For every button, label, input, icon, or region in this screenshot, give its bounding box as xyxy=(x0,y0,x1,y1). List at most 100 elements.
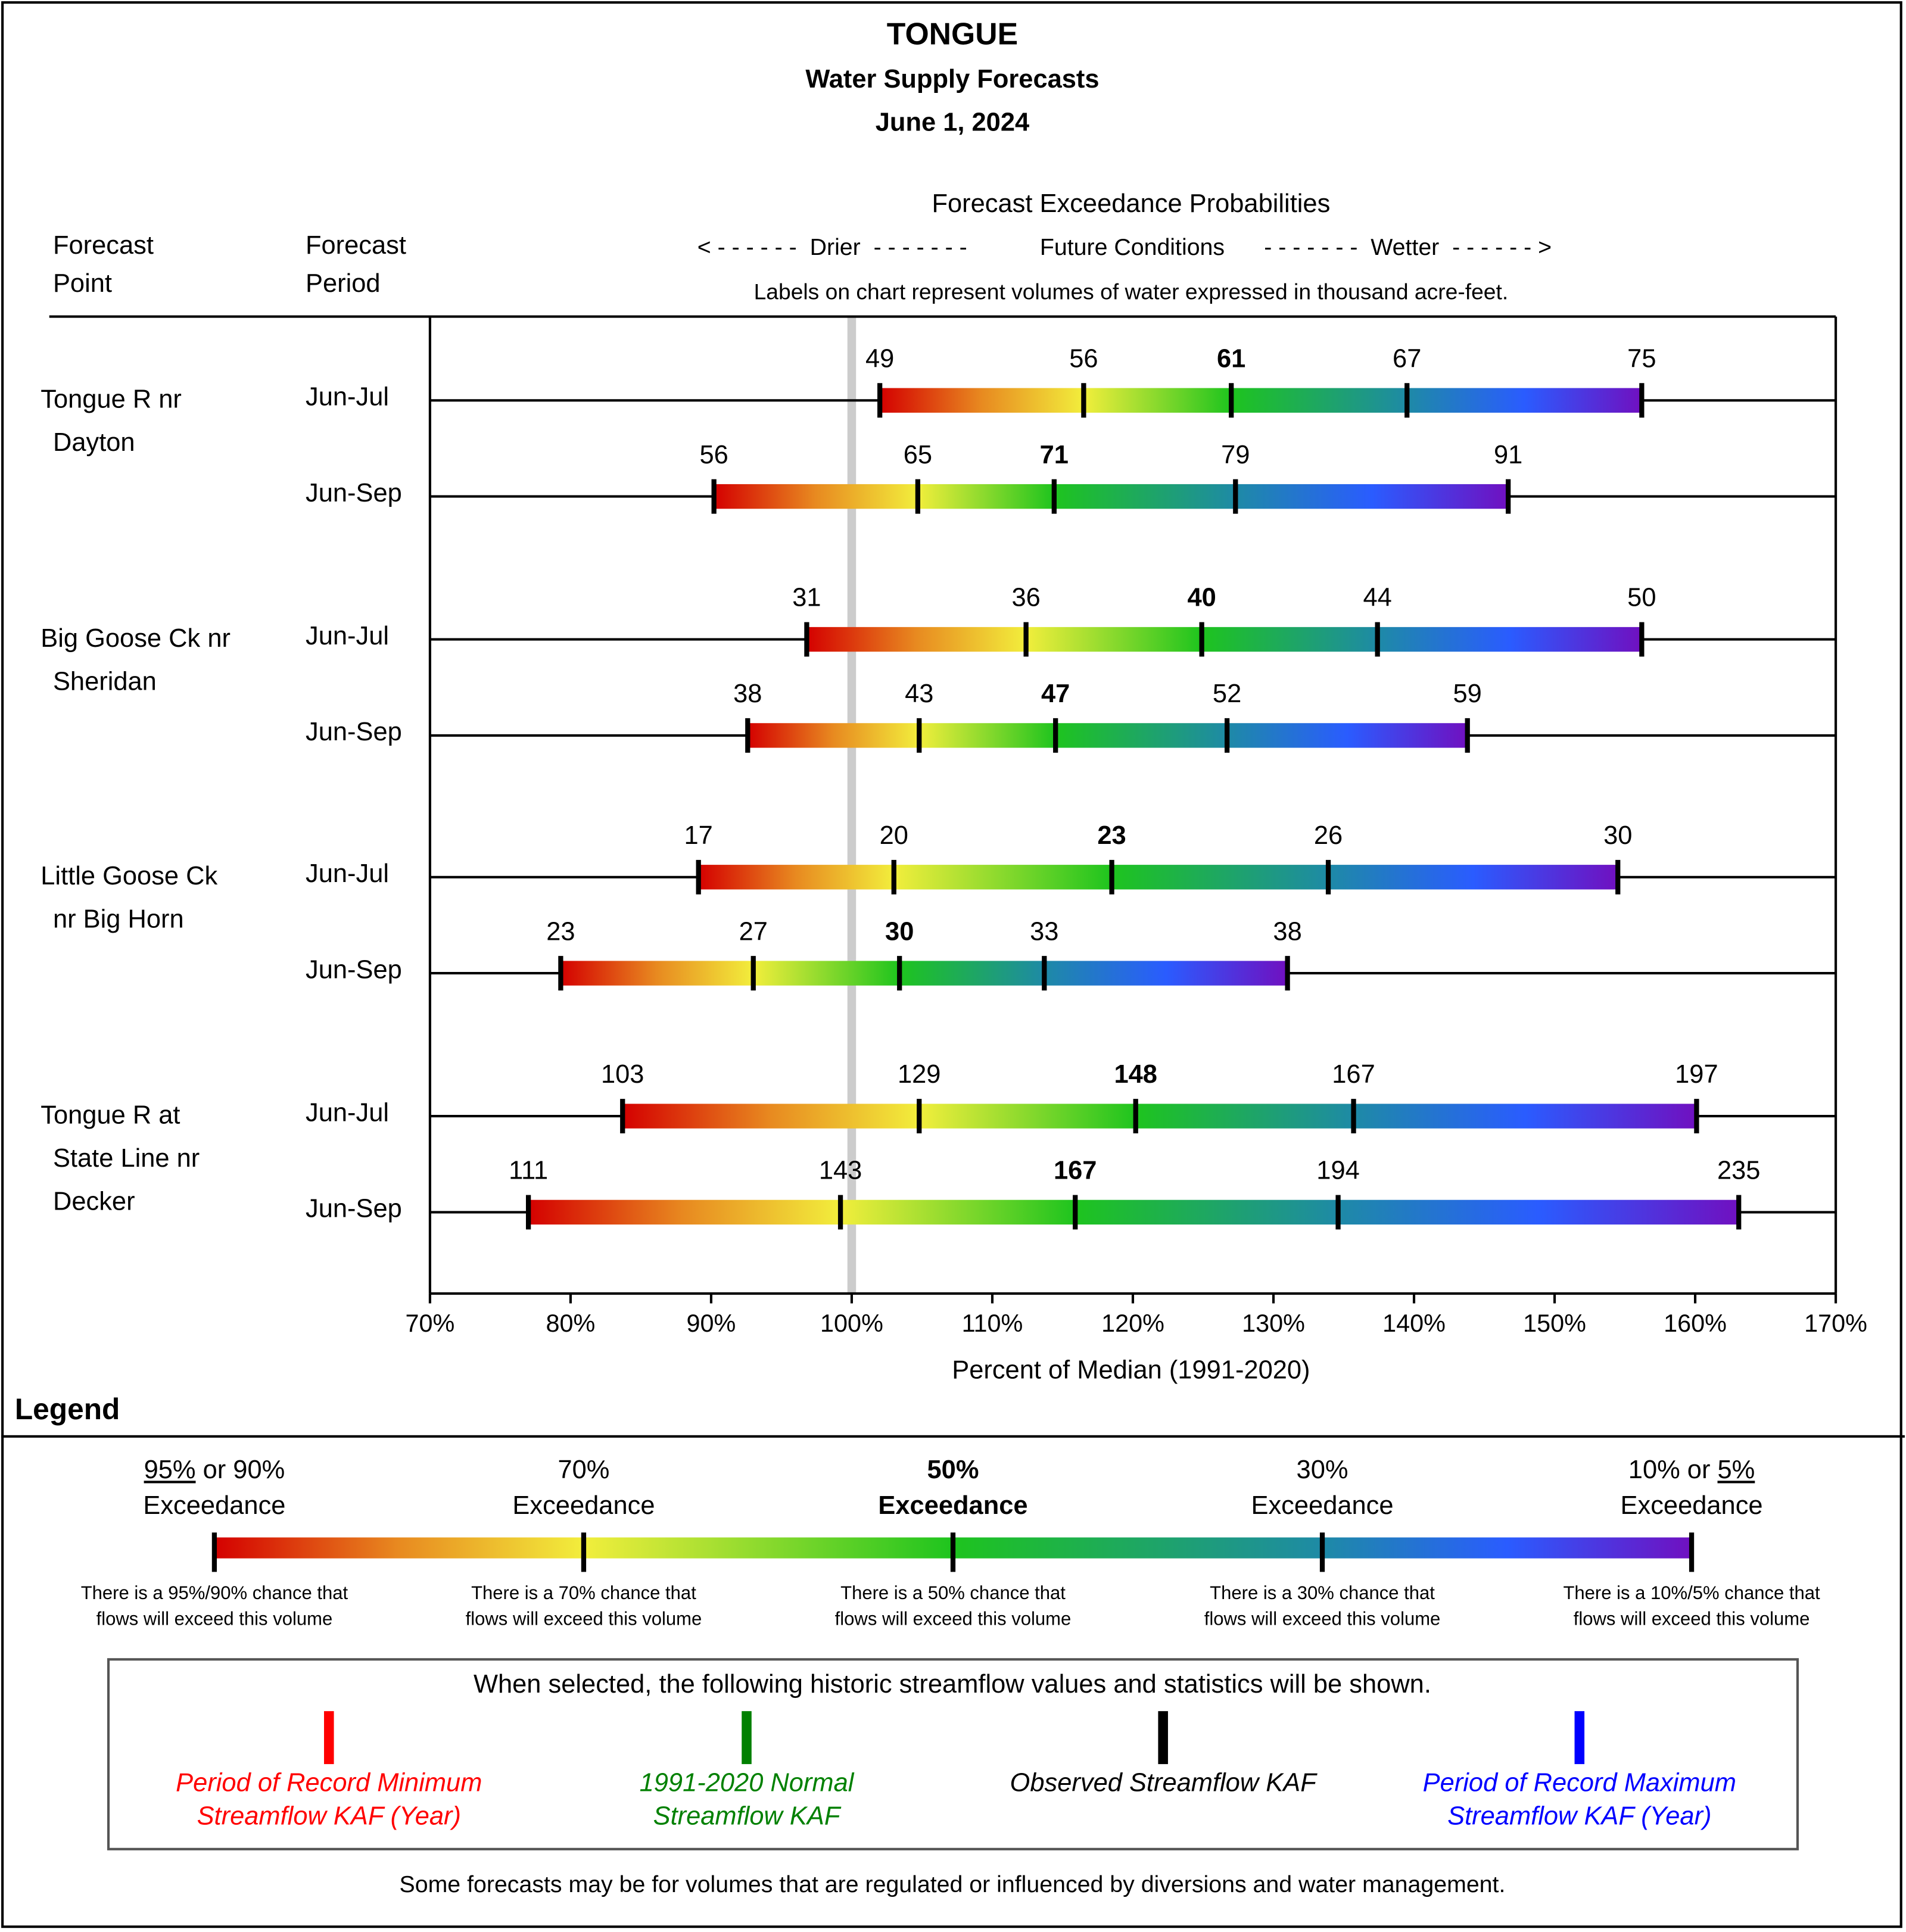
volume-label: 56 xyxy=(1069,345,1098,373)
volume-label: 143 xyxy=(818,1157,862,1185)
x-tick-label: 110% xyxy=(961,1310,1023,1338)
volume-label: 44 xyxy=(1363,584,1392,613)
chart-date: June 1, 2024 xyxy=(875,108,1030,137)
forecast-range-bar xyxy=(622,1104,1697,1129)
volume-label: 23 xyxy=(1097,821,1126,850)
legend-percent: 95% xyxy=(144,1456,196,1485)
x-axis-label: Percent of Median (1991-2020) xyxy=(952,1356,1310,1385)
forecast-point-name: Little Goose Ck xyxy=(41,862,218,891)
volume-label: 20 xyxy=(879,821,908,850)
volume-label: 38 xyxy=(733,680,762,709)
forecast-point-name: nr Big Horn xyxy=(52,905,184,934)
legend-percent: 5% xyxy=(1717,1456,1755,1485)
legend-percent: 30% xyxy=(1296,1456,1348,1485)
wetter-label: - - - - - - - Wetter - - - - - - > xyxy=(1264,235,1552,261)
volume-label: 79 xyxy=(1221,441,1250,470)
legend-description: flows will exceed this volume xyxy=(96,1609,333,1630)
stat-label: Streamflow KAF (Year) xyxy=(1447,1802,1712,1831)
legend-exceedance-word: Exceedance xyxy=(512,1491,655,1520)
volume-label: 235 xyxy=(1717,1157,1761,1185)
legend-exceedance-label: 95% or 90% xyxy=(144,1456,285,1486)
x-tick-label: 170% xyxy=(1804,1310,1867,1338)
stat-label: Period of Record Maximum xyxy=(1422,1769,1736,1797)
volume-label: 129 xyxy=(897,1060,941,1089)
volume-label: 148 xyxy=(1114,1060,1157,1089)
x-tick-label: 140% xyxy=(1382,1310,1446,1338)
forecast-range-bar xyxy=(528,1199,1739,1225)
drier-label: < - - - - - - Drier - - - - - - - xyxy=(697,235,967,261)
legend-description: flows will exceed this volume xyxy=(834,1609,1072,1630)
legend-divider xyxy=(1,1435,1905,1438)
volume-label: 59 xyxy=(1453,680,1482,709)
volume-label: 23 xyxy=(546,918,575,946)
legend-exceedance-label: 10% or 5% xyxy=(1628,1456,1755,1486)
legend-percent: 10% or xyxy=(1628,1456,1718,1485)
legend-exceedance-word: Exceedance xyxy=(143,1491,286,1520)
stat-label: 1991-2020 Normal xyxy=(639,1769,854,1797)
forecast-point-name: Tongue R at xyxy=(41,1101,180,1130)
legend-exceedance-label: 30% xyxy=(1297,1456,1348,1486)
legend-exceedance-word: Exceedance xyxy=(878,1491,1028,1520)
header-period-2: Period xyxy=(305,270,381,298)
legend-description: There is a 70% chance that xyxy=(471,1583,696,1604)
stat-marker xyxy=(742,1711,752,1765)
legend-percent: 50% xyxy=(927,1456,979,1485)
forecast-period: Jun-Sep xyxy=(305,718,402,747)
volume-label: 194 xyxy=(1316,1157,1360,1185)
volume-label: 36 xyxy=(1011,584,1041,613)
stat-marker xyxy=(1574,1711,1585,1765)
x-tick-label: 160% xyxy=(1664,1310,1727,1338)
footnote: Some forecasts may be for volumes that a… xyxy=(399,1872,1506,1899)
legend-description: There is a 30% chance that xyxy=(1210,1583,1435,1604)
forecast-range-bar xyxy=(714,484,1509,509)
forecast-period: Jun-Jul xyxy=(305,1099,390,1127)
legend-description: There is a 50% chance that xyxy=(840,1583,1066,1604)
forecast-point-name: Big Goose Ck nr xyxy=(41,624,231,653)
volume-label: 31 xyxy=(792,584,821,613)
chart-title: TONGUE xyxy=(886,17,1019,52)
forecast-range-bar xyxy=(806,627,1642,652)
volume-label: 30 xyxy=(1603,821,1633,850)
forecast-point-name: Decker xyxy=(52,1188,135,1216)
forecast-period: Jun-Sep xyxy=(305,1195,402,1224)
header-point-1: Forecast xyxy=(52,231,154,260)
forecast-range-bar xyxy=(560,961,1288,986)
volume-label: 47 xyxy=(1041,680,1070,709)
legend-exceedance-word: Exceedance xyxy=(1620,1491,1763,1520)
historic-stats-title: When selected, the following historic st… xyxy=(473,1670,1431,1699)
forecast-range-bar xyxy=(748,723,1468,748)
x-tick-label: 70% xyxy=(405,1310,455,1338)
prob-title: Forecast Exceedance Probabilities xyxy=(932,189,1331,219)
forecast-point-name: Dayton xyxy=(52,428,135,457)
forecast-period: Jun-Sep xyxy=(305,479,402,508)
volume-label: 197 xyxy=(1675,1060,1718,1089)
chart-subtitle: Water Supply Forecasts xyxy=(805,65,1100,94)
x-tick-label: 90% xyxy=(686,1310,736,1338)
volume-label: 50 xyxy=(1627,584,1656,613)
volume-label: 103 xyxy=(600,1060,644,1089)
forecast-period: Jun-Sep xyxy=(305,956,402,984)
header-point-2: Point xyxy=(52,270,112,298)
legend-description: There is a 10%/5% chance that xyxy=(1563,1583,1820,1604)
forecast-point-name: State Line nr xyxy=(52,1144,200,1173)
volume-label: 67 xyxy=(1393,345,1422,373)
stat-label: Streamflow KAF xyxy=(653,1802,840,1831)
x-tick-label: 130% xyxy=(1242,1310,1305,1338)
stat-label: Observed Streamflow KAF xyxy=(1010,1769,1316,1797)
forecast-period: Jun-Jul xyxy=(305,859,390,889)
volume-label: 26 xyxy=(1313,821,1343,850)
stat-marker xyxy=(1158,1711,1168,1765)
legend-exceedance-label: 50% xyxy=(927,1456,979,1486)
legend-description: flows will exceed this volume xyxy=(465,1609,702,1630)
volume-label: 167 xyxy=(1053,1157,1097,1185)
volume-label: 61 xyxy=(1217,345,1246,373)
header-period-1: Forecast xyxy=(305,231,406,260)
volume-label: 27 xyxy=(739,918,768,946)
historic-stats-box xyxy=(107,1658,1799,1850)
volume-label: 52 xyxy=(1212,680,1242,709)
volume-label: 71 xyxy=(1039,441,1069,470)
volume-label: 33 xyxy=(1030,918,1059,946)
forecast-point-name: Sheridan xyxy=(52,668,157,696)
